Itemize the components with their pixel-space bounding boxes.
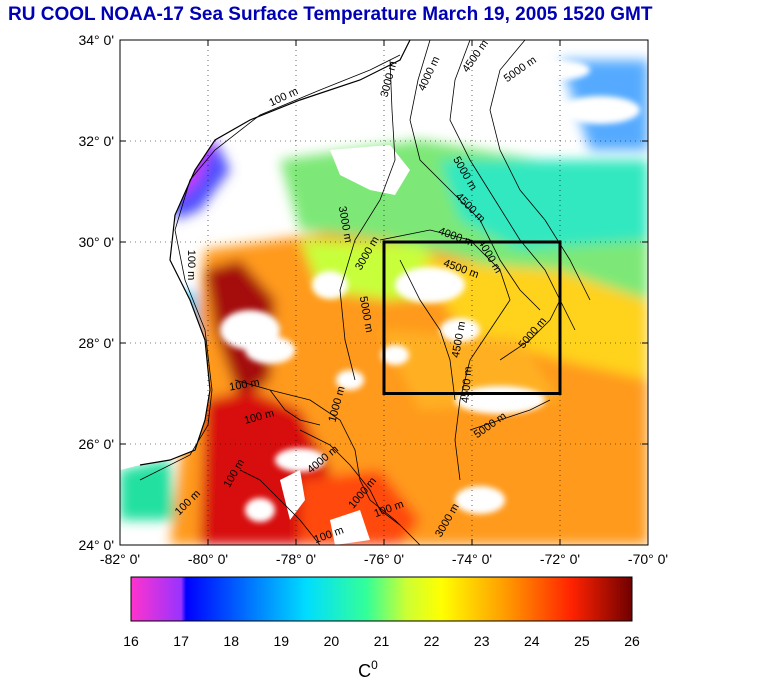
longitude-label: -74° 0' xyxy=(452,551,492,567)
cloud-cover xyxy=(220,60,640,522)
colorbar-tick-labels: 16 17 18 19 20 21 22 23 24 25 26 xyxy=(123,633,640,649)
latitude-label: 34° 0' xyxy=(78,32,114,48)
colorbar-gradient xyxy=(130,576,633,622)
latitude-label: 26° 0' xyxy=(78,436,114,452)
longitude-label: -76° 0' xyxy=(364,551,404,567)
contour-label: 100 m xyxy=(228,376,260,393)
colorbar-tick-label: 24 xyxy=(524,633,540,649)
longitude-label: -78° 0' xyxy=(276,551,316,567)
study-area-box xyxy=(382,240,562,395)
longitude-label: -70° 0' xyxy=(628,551,668,567)
axis-ticks xyxy=(119,39,649,546)
colorbar-tick-label: 18 xyxy=(223,633,239,649)
colorbar-tick-label: 22 xyxy=(424,633,440,649)
longitude-labels: -82° 0' -80° 0' -78° 0' -76° 0' -74° 0' -72° … xyxy=(100,551,668,567)
colorbar-tick-label: 23 xyxy=(474,633,490,649)
latitude-label: 30° 0' xyxy=(78,234,114,250)
colorbar: 16 17 18 19 20 21 22 23 24 25 26 C0 xyxy=(123,576,640,680)
latitude-label: 24° 0' xyxy=(78,537,114,553)
coastline xyxy=(139,40,411,466)
latitude-label: 32° 0' xyxy=(78,133,114,149)
colorbar-tick-label: 17 xyxy=(173,633,189,649)
colorbar-tick-label: 19 xyxy=(274,633,290,649)
sst-field xyxy=(120,40,648,545)
colorbar-tick-label: 21 xyxy=(374,633,390,649)
land xyxy=(120,40,410,545)
longitude-label: -80° 0' xyxy=(188,551,228,567)
colorbar-tick-label: 26 xyxy=(624,633,640,649)
colorbar-tick-label: 20 xyxy=(324,633,340,649)
latitude-label: 28° 0' xyxy=(78,335,114,351)
page-title: RU COOL NOAA-17 Sea Surface Temperature … xyxy=(8,4,653,25)
latitude-labels: 34° 0' 32° 0' 30° 0' 28° 0' 26° 0' 24° 0' xyxy=(78,32,114,553)
colorbar-tick-label: 25 xyxy=(574,633,590,649)
colorbar-tick-label: 16 xyxy=(123,633,139,649)
longitude-label: -72° 0' xyxy=(540,551,580,567)
contour-label: 100 m xyxy=(185,250,197,281)
colorbar-unit: C0 xyxy=(358,658,378,680)
longitude-label: -82° 0' xyxy=(100,551,140,567)
contour-label: 4500 m xyxy=(459,366,474,404)
